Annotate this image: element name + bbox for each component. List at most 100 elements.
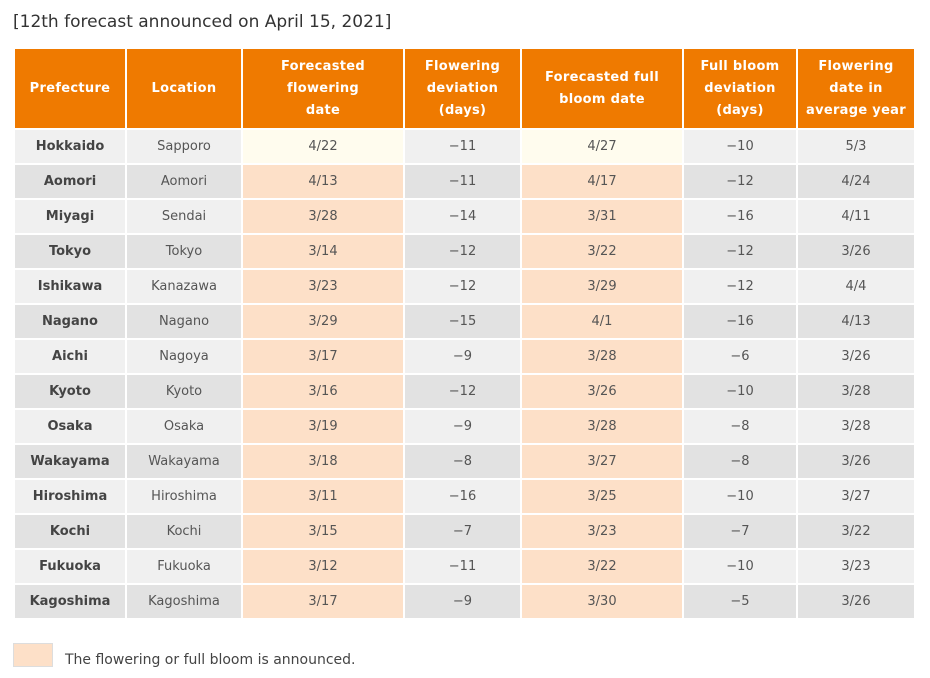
prefecture-cell: Fukuoka xyxy=(13,548,127,585)
full-bloom-date-cell: 3/29 xyxy=(520,268,684,305)
location-cell: Wakayama xyxy=(125,443,243,480)
prefecture-cell: Ishikawa xyxy=(13,268,127,305)
flowering-date-cell: 3/11 xyxy=(241,478,405,515)
full-bloom-deviation-cell: −12 xyxy=(682,233,798,270)
full-bloom-date-cell: 3/23 xyxy=(520,513,684,550)
header-flowering-date-average-year: Flowering date in average year xyxy=(796,47,916,130)
table-row: Hokkaido Sapporo 4/22 −11 4/27 −10 5/3 xyxy=(13,128,916,165)
prefecture-cell: Aichi xyxy=(13,338,127,375)
full-bloom-deviation-cell: −10 xyxy=(682,478,798,515)
average-date-cell: 4/13 xyxy=(796,303,916,340)
prefecture-cell: Kochi xyxy=(13,513,127,550)
full-bloom-date-cell: 3/27 xyxy=(520,443,684,480)
flowering-deviation-cell: −14 xyxy=(403,198,522,235)
table-row: Fukuoka Fukuoka 3/12 −11 3/22 −10 3/23 xyxy=(13,548,916,585)
flowering-deviation-cell: −9 xyxy=(403,583,522,620)
table-row: Kagoshima Kagoshima 3/17 −9 3/30 −5 3/26 xyxy=(13,583,916,620)
table-row: Miyagi Sendai 3/28 −14 3/31 −16 4/11 xyxy=(13,198,916,235)
average-date-cell: 3/26 xyxy=(796,233,916,270)
flowering-date-cell: 3/19 xyxy=(241,408,405,445)
location-cell: Kanazawa xyxy=(125,268,243,305)
location-cell: Hiroshima xyxy=(125,478,243,515)
flowering-date-cell: 3/12 xyxy=(241,548,405,585)
full-bloom-date-cell: 3/22 xyxy=(520,233,684,270)
full-bloom-date-cell: 3/25 xyxy=(520,478,684,515)
location-cell: Kochi xyxy=(125,513,243,550)
full-bloom-deviation-cell: −16 xyxy=(682,303,798,340)
full-bloom-deviation-cell: −6 xyxy=(682,338,798,375)
flowering-date-cell: 4/22 xyxy=(241,128,405,165)
table-body: Hokkaido Sapporo 4/22 −11 4/27 −10 5/3 Aomori Ao… xyxy=(13,128,916,620)
prefecture-cell: Osaka xyxy=(13,408,127,445)
full-bloom-deviation-cell: −7 xyxy=(682,513,798,550)
full-bloom-date-cell: 3/28 xyxy=(520,408,684,445)
full-bloom-deviation-cell: −16 xyxy=(682,198,798,235)
flowering-deviation-cell: −9 xyxy=(403,408,522,445)
forecast-caption: [12th forecast announced on April 15, 20… xyxy=(13,12,392,32)
header-flowering-deviation: Flowering deviation (days) xyxy=(403,47,522,130)
table-row: Kyoto Kyoto 3/16 −12 3/26 −10 3/28 xyxy=(13,373,916,410)
full-bloom-date-cell: 3/30 xyxy=(520,583,684,620)
full-bloom-date-cell: 3/26 xyxy=(520,373,684,410)
location-cell: Tokyo xyxy=(125,233,243,270)
flowering-date-cell: 3/18 xyxy=(241,443,405,480)
header-prefecture: Prefecture xyxy=(13,47,127,130)
flowering-deviation-cell: −9 xyxy=(403,338,522,375)
cherry-blossom-forecast-table: Prefecture Location Forecasted flowering… xyxy=(13,47,916,620)
location-cell: Nagano xyxy=(125,303,243,340)
legend: The flowering or full bloom is announced… xyxy=(13,641,356,668)
location-cell: Kagoshima xyxy=(125,583,243,620)
flowering-deviation-cell: −11 xyxy=(403,128,522,165)
header-full-bloom-deviation-label: Full bloom deviation (days) xyxy=(700,58,780,118)
table-row: Aichi Nagoya 3/17 −9 3/28 −6 3/26 xyxy=(13,338,916,375)
location-cell: Kyoto xyxy=(125,373,243,410)
location-cell: Osaka xyxy=(125,408,243,445)
table-row: Ishikawa Kanazawa 3/23 −12 3/29 −12 4/4 xyxy=(13,268,916,305)
legend-text: The flowering or full bloom is announced… xyxy=(65,652,356,668)
legend-announced-swatch xyxy=(13,643,53,667)
table-header-row: Prefecture Location Forecasted flowering… xyxy=(13,47,916,130)
average-date-cell: 3/26 xyxy=(796,443,916,480)
average-date-cell: 3/26 xyxy=(796,338,916,375)
prefecture-cell: Aomori xyxy=(13,163,127,200)
header-forecasted-flowering-date-label: Forecasted flowering date xyxy=(280,58,366,118)
table-row: Hiroshima Hiroshima 3/11 −16 3/25 −10 3/27 xyxy=(13,478,916,515)
flowering-date-cell: 3/28 xyxy=(241,198,405,235)
full-bloom-date-cell: 4/17 xyxy=(520,163,684,200)
full-bloom-deviation-cell: −10 xyxy=(682,373,798,410)
full-bloom-deviation-cell: −5 xyxy=(682,583,798,620)
flowering-deviation-cell: −12 xyxy=(403,233,522,270)
table-row: Nagano Nagano 3/29 −15 4/1 −16 4/13 xyxy=(13,303,916,340)
header-full-bloom-deviation: Full bloom deviation (days) xyxy=(682,47,798,130)
header-forecasted-full-bloom-date-label: Forecasted full bloom date xyxy=(545,69,659,107)
average-date-cell: 5/3 xyxy=(796,128,916,165)
table-row: Osaka Osaka 3/19 −9 3/28 −8 3/28 xyxy=(13,408,916,445)
full-bloom-date-cell: 3/31 xyxy=(520,198,684,235)
average-date-cell: 3/28 xyxy=(796,373,916,410)
prefecture-cell: Miyagi xyxy=(13,198,127,235)
average-date-cell: 4/11 xyxy=(796,198,916,235)
average-date-cell: 3/28 xyxy=(796,408,916,445)
location-cell: Fukuoka xyxy=(125,548,243,585)
average-date-cell: 4/24 xyxy=(796,163,916,200)
header-flowering-deviation-label: Flowering deviation (days) xyxy=(424,58,501,118)
prefecture-cell: Hiroshima xyxy=(13,478,127,515)
average-date-cell: 3/22 xyxy=(796,513,916,550)
flowering-deviation-cell: −12 xyxy=(403,268,522,305)
flowering-date-cell: 4/13 xyxy=(241,163,405,200)
full-bloom-deviation-cell: −12 xyxy=(682,163,798,200)
flowering-date-cell: 3/23 xyxy=(241,268,405,305)
prefecture-cell: Hokkaido xyxy=(13,128,127,165)
average-date-cell: 3/26 xyxy=(796,583,916,620)
flowering-deviation-cell: −15 xyxy=(403,303,522,340)
flowering-deviation-cell: −7 xyxy=(403,513,522,550)
average-date-cell: 3/23 xyxy=(796,548,916,585)
table-row: Aomori Aomori 4/13 −11 4/17 −12 4/24 xyxy=(13,163,916,200)
flowering-date-cell: 3/29 xyxy=(241,303,405,340)
flowering-date-cell: 3/16 xyxy=(241,373,405,410)
flowering-date-cell: 3/17 xyxy=(241,583,405,620)
flowering-deviation-cell: −11 xyxy=(403,163,522,200)
prefecture-cell: Wakayama xyxy=(13,443,127,480)
full-bloom-date-cell: 4/27 xyxy=(520,128,684,165)
full-bloom-date-cell: 3/22 xyxy=(520,548,684,585)
